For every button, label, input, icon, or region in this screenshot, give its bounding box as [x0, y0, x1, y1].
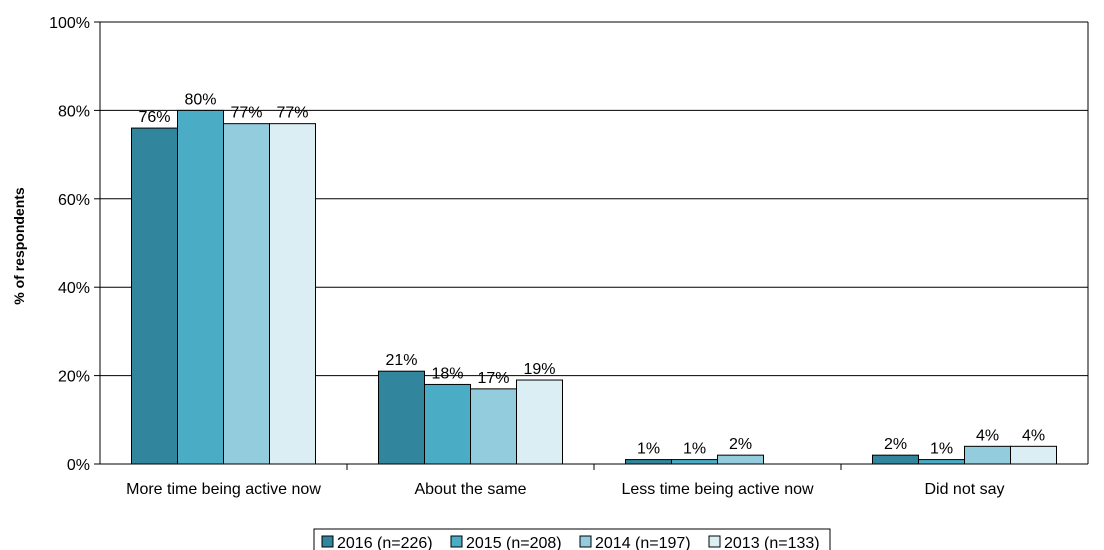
legend-label: 2015 (n=208): [466, 535, 562, 550]
data-label: 77%: [276, 105, 308, 122]
legend-swatch: [321, 535, 334, 548]
bar: [1010, 445, 1057, 465]
y-tick-label: 100%: [49, 15, 90, 32]
legend-swatch: [579, 535, 592, 548]
bar: [424, 383, 471, 465]
bar: [470, 388, 517, 465]
legend-label: 2016 (n=226): [337, 535, 433, 550]
data-label: 2%: [729, 436, 752, 453]
bar: [223, 123, 270, 465]
data-label: 4%: [1022, 427, 1045, 444]
bar: [918, 459, 965, 465]
x-category-label: Less time being active now: [621, 481, 814, 498]
data-label: 4%: [976, 427, 999, 444]
bar: [671, 459, 718, 465]
y-tick-label: 60%: [58, 192, 90, 209]
data-label: 17%: [477, 370, 509, 387]
data-label: 2%: [884, 436, 907, 453]
bar: [625, 459, 672, 465]
data-label: 19%: [523, 361, 555, 378]
data-label: 1%: [683, 441, 706, 458]
y-tick-label: 40%: [58, 280, 90, 297]
bars: [131, 109, 1057, 465]
y-tick-label: 20%: [58, 369, 90, 386]
legend-swatch: [708, 535, 721, 548]
legend-box: [313, 528, 831, 550]
x-category-label: Did not say: [924, 481, 1004, 498]
x-category-label: About the same: [414, 481, 526, 498]
data-label: 76%: [138, 109, 170, 126]
y-tick-label: 80%: [58, 103, 90, 120]
data-label: 21%: [385, 352, 417, 369]
bar: [964, 445, 1011, 465]
legend: 2016 (n=226) 2015 (n=208) 2014 (n=197) 2013…: [313, 528, 831, 550]
data-label: 1%: [930, 441, 953, 458]
y-tick-label: 0%: [67, 457, 90, 474]
legend-swatch: [450, 535, 463, 548]
data-label: 77%: [230, 105, 262, 122]
axes: 0% 20% 40% 60% 80% 100% More time being active…: [49, 15, 1088, 498]
data-label: 18%: [431, 365, 463, 382]
bar: [516, 379, 563, 465]
data-label: 80%: [184, 91, 216, 108]
y-axis-title: % of respondents: [11, 187, 27, 305]
data-labels: 76% 80% 77% 77% 21% 18% 17% 19% 1% 1% 2% 2% 1% 4% 4%: [138, 91, 1045, 457]
bar: [717, 454, 764, 465]
x-category-label: More time being active now: [126, 481, 321, 498]
bar: [269, 123, 316, 465]
legend-label: 2014 (n=197): [595, 535, 691, 550]
bar: [177, 109, 224, 465]
bar: [131, 127, 178, 465]
bar: [872, 454, 919, 465]
legend-label: 2013 (n=133): [724, 535, 820, 550]
bar: [378, 370, 425, 465]
data-label: 1%: [637, 441, 660, 458]
